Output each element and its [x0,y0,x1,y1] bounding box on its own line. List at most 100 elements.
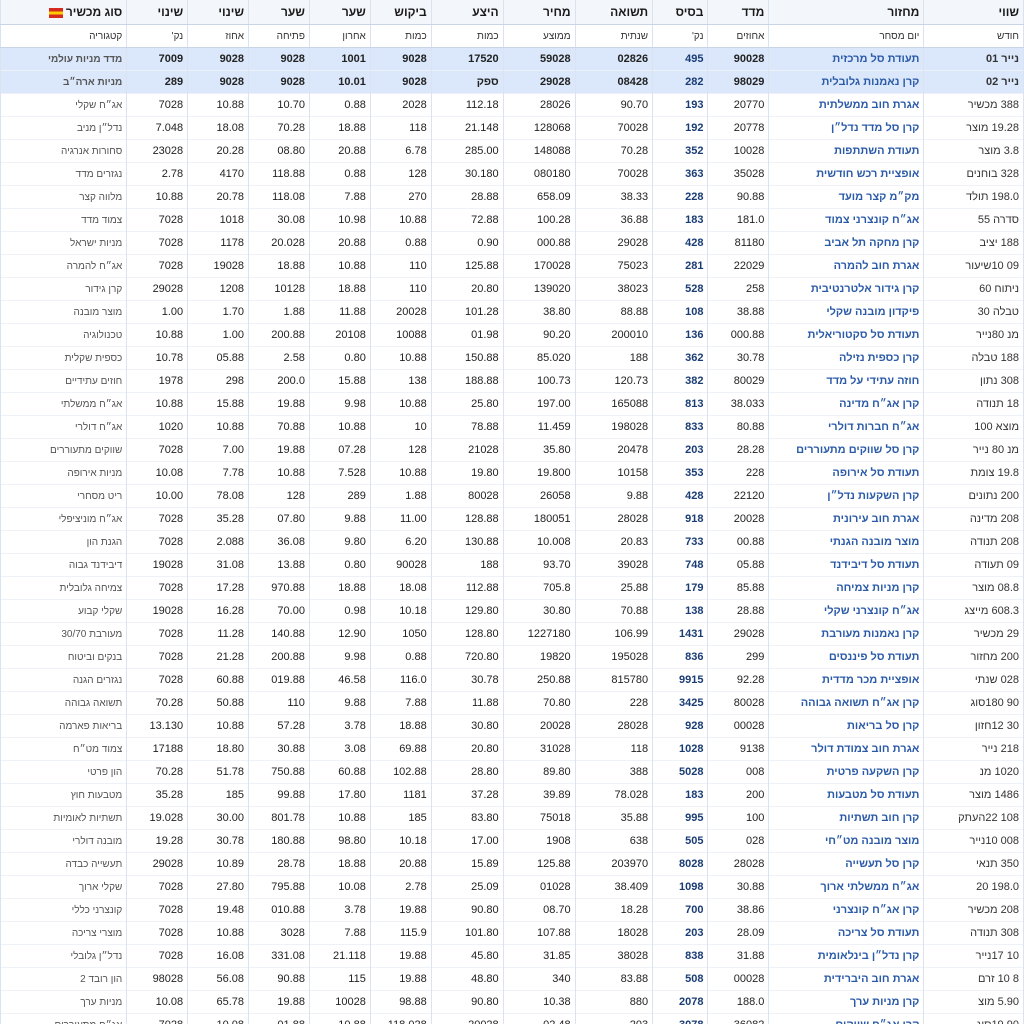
table-row[interactable]: 19.28 מוצרקרן סל מדד נדל״ן20778192700281… [1,117,1024,140]
table-row[interactable]: 19.8 צומתתעודת סל אירופה2283531015819.80… [1,462,1024,485]
cell-name[interactable]: קרן אג״ח קונצרני [769,899,924,922]
cell-name[interactable]: מק״מ קצר מועד [769,186,924,209]
cell-name[interactable]: אופציית מכר מדדית [769,669,924,692]
cell-name[interactable]: קרן נדל״ן בינלאומית [769,945,924,968]
cell-name[interactable]: קרן נאמנות מעורבת [769,623,924,646]
cell-name[interactable]: תעודת השתתפות [769,140,924,163]
cell-name[interactable]: קרן סל מדד נדל״ן [769,117,924,140]
table-row[interactable]: 09 10שיעוראגרת חוב להמרה2202928175023170… [1,255,1024,278]
table-row[interactable]: 198.0 תולדמק״מ קצר מועד90.8822838.33658.… [1,186,1024,209]
table-row[interactable]: 18 תנודהקרן אג״ח מדינה38.033813165088197… [1,393,1024,416]
table-row[interactable]: 208 תנודהמוצר מובנה הגנתי00.8873320.8310… [1,531,1024,554]
cell-name[interactable]: קרן השקעות נדל״ן [769,485,924,508]
cell-name[interactable]: קרן אג״ח מדינה [769,393,924,416]
cell-name[interactable]: תעודת סל דיבידנד [769,554,924,577]
table-row[interactable]: 188 טבלהקרן כספית נזילה30.7836218885.020… [1,347,1024,370]
cell-name[interactable]: קרן סל שווקים מתעוררים [769,439,924,462]
table-row[interactable]: 308 תנודהתעודת סל צריכה28.0920318028107.… [1,922,1024,945]
cell-name[interactable]: קרן סל תעשייה [769,853,924,876]
cell-name[interactable]: חוזה עתידי על מדד [769,370,924,393]
table-row[interactable]: מוצא 100אג״ח חברות דולרי80.8883319802811… [1,416,1024,439]
cell-name[interactable]: קרן אג״ח שווקים [769,1014,924,1024]
table-row[interactable]: 108 22העתקקרן חוב תשתיות10099535.8875018… [1,807,1024,830]
cell-name[interactable]: תעודת סל סקטוריאלית [769,324,924,347]
cell-num: 19.88 [249,439,310,462]
cell-name[interactable]: קרן נאמנות גלובלית [769,71,924,94]
table-row[interactable]: 028 שנתיאופציית מכר מדדית92.289915815780… [1,669,1024,692]
table-row[interactable]: מנ 80ניירתעודת סל סקטוריאלית000.88136200… [1,324,1024,347]
table-row[interactable]: 200 נתוניםקרן השקעות נדל״ן221204289.8826… [1,485,1024,508]
cell-name[interactable]: אג״ח ממשלתי ארוך [769,876,924,899]
cell-name[interactable]: אג״ח קונצרני שקלי [769,600,924,623]
table-row[interactable]: 5.90 מוצקרן מניות ערך188.0207888010.3890… [1,991,1024,1014]
cell-name[interactable]: תעודת סל פיננסים [769,646,924,669]
cell-name[interactable]: קרן מניות צמיחה [769,577,924,600]
col-header-4[interactable]: תשואה [575,0,653,25]
table-row[interactable]: 1020 מנקרן השקעה פרטית008502838889.8028.… [1,761,1024,784]
col-header-6[interactable]: היצע [431,0,503,25]
cell-name[interactable]: קרן סל בריאות [769,715,924,738]
cell-name[interactable]: אגרת חוב צמודת דולר [769,738,924,761]
table-row[interactable]: 198.0 20אג״ח ממשלתי ארוך30.88109838.4090… [1,876,1024,899]
cell-name[interactable]: אגרת חוב ממשלתית [769,94,924,117]
cell-name[interactable]: תעודת סל צריכה [769,922,924,945]
table-row[interactable]: 90 180סוגקרן אג״ח תשואה גבוהה80028342522… [1,692,1024,715]
cell-name[interactable]: תעודת סל מרכזית [769,48,924,71]
cell-name[interactable]: קרן חוב תשתיות [769,807,924,830]
col-header-11[interactable]: שינוי [127,0,188,25]
cell-name[interactable]: קרן כספית נזילה [769,347,924,370]
col-header-8[interactable]: שער [309,0,370,25]
table-row[interactable]: 09 תעודהתעודת סל דיבידנד05.887483902893.… [1,554,1024,577]
cell-name[interactable]: פיקדון מובנה שקלי [769,301,924,324]
table-row[interactable]: נייר 02קרן נאמנות גלובלית980292820842829… [1,71,1024,94]
cell-name[interactable]: אופציית רכש חודשית [769,163,924,186]
cell-name[interactable]: אג״ח קונצרני צמוד [769,209,924,232]
cell-name[interactable]: אגרת חוב להמרה [769,255,924,278]
table-row[interactable]: 200 מחזורתעודת סל פיננסים299836195028198… [1,646,1024,669]
table-row[interactable]: 388 מכשיראגרת חוב ממשלתית2077019390.7028… [1,94,1024,117]
table-row[interactable]: 608.3 מייצגאג״ח קונצרני שקלי28.8813870.8… [1,600,1024,623]
table-row[interactable]: 218 נייראגרת חוב צמודת דולר9138102811831… [1,738,1024,761]
table-row[interactable]: ניתוח 60קרן גידור אלטרנטיבית258528380231… [1,278,1024,301]
cell-name[interactable]: תעודת סל אירופה [769,462,924,485]
cell-name[interactable]: קרן גידור אלטרנטיבית [769,278,924,301]
cell-name[interactable]: קרן מחקה תל אביב [769,232,924,255]
cell-name[interactable]: תעודת סל מטבעות [769,784,924,807]
cell-name[interactable]: קרן מניות ערך [769,991,924,1014]
col-header-1[interactable]: מחזור [769,0,924,25]
cell-name[interactable]: מוצר מובנה מט״חי [769,830,924,853]
table-row[interactable]: 90 19סוגקרן אג״ח שווקים36082307820302.48… [1,1014,1024,1024]
table-row[interactable]: 29 מכשירקרן נאמנות מעורבת290281431106.99… [1,623,1024,646]
table-row[interactable]: 8 10 זרםאגרת חוב היברידית0002850883.8834… [1,968,1024,991]
cell-name[interactable]: אג״ח חברות דולרי [769,416,924,439]
table-row[interactable]: 08.8 מוצרקרן מניות צמיחה85.8817925.88705… [1,577,1024,600]
table-row[interactable]: 208 מדינהאגרת חוב עירונית200289182802818… [1,508,1024,531]
col-header-5[interactable]: מחיר [503,0,575,25]
cell-name[interactable]: אגרת חוב היברידית [769,968,924,991]
cell-name[interactable]: קרן השקעה פרטית [769,761,924,784]
table-row[interactable]: 350 תנאיקרן סל תעשייה280288028203970125.… [1,853,1024,876]
table-row[interactable]: 208 מכשירקרן אג״ח קונצרני38.8670018.2808… [1,899,1024,922]
table-row[interactable]: 30 12חזוןקרן סל בריאות000289282802820028… [1,715,1024,738]
cell-name[interactable]: קרן אג״ח תשואה גבוהה [769,692,924,715]
table-row[interactable]: סדרה 55אג״ח קונצרני צמוד181.018336.88100… [1,209,1024,232]
table-row[interactable]: טבלה 30פיקדון מובנה שקלי38.8810888.8838.… [1,301,1024,324]
table-row[interactable]: 3.8 מוצרתעודת השתתפות1002835270.28148088… [1,140,1024,163]
col-header-2[interactable]: מדד [708,0,769,25]
cell-name[interactable]: מוצר מובנה הגנתי [769,531,924,554]
table-row[interactable]: 008 10ניירמוצר מובנה מט״חי02850563819081… [1,830,1024,853]
col-header-0[interactable]: שווי [924,0,1024,25]
col-header-3[interactable]: בסיס [653,0,708,25]
table-row[interactable]: 1486 מוצרתעודת סל מטבעות20018378.02839.8… [1,784,1024,807]
table-row[interactable]: 308 נתוןחוזה עתידי על מדד80029382120.731… [1,370,1024,393]
table-row[interactable]: 10 17ניירקרן נדל״ן בינלאומית31.888383802… [1,945,1024,968]
cell-name[interactable]: אגרת חוב עירונית [769,508,924,531]
col-header-7[interactable]: ביקוש [370,0,431,25]
table-row[interactable]: 188 יציבקרן מחקה תל אביב8118042829028000… [1,232,1024,255]
table-row[interactable]: נייר 01תעודת סל מרכזית900284950282659028… [1,48,1024,71]
table-row[interactable]: מנ 80 ניירקרן סל שווקים מתעוררים28.28203… [1,439,1024,462]
col-header-9[interactable]: שער [249,0,310,25]
col-header-10[interactable]: שינוי [188,0,249,25]
table-row[interactable]: 328 בוחניםאופציית רכש חודשית350283637002… [1,163,1024,186]
col-header-12[interactable]: סוג מכשיר [1,0,127,25]
